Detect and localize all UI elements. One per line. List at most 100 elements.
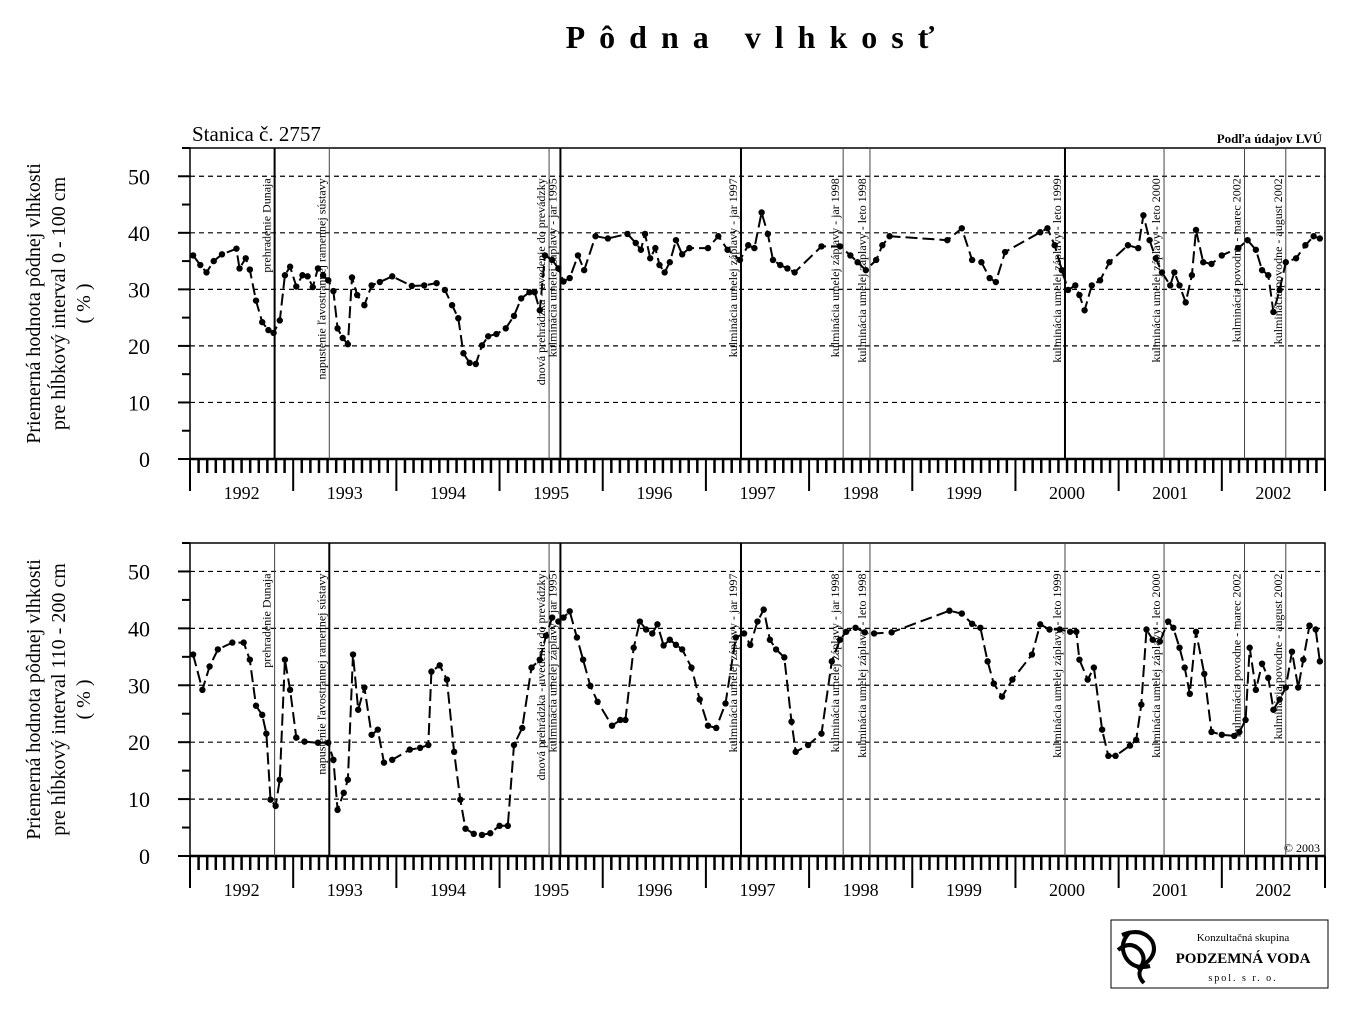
data-point bbox=[304, 273, 311, 280]
data-point bbox=[368, 282, 375, 289]
data-point bbox=[478, 831, 486, 839]
data-point bbox=[462, 825, 469, 832]
y-axis-label: pre hĺbkový interval 0 - 100 cm bbox=[46, 176, 70, 430]
event-label: kulminácia povodne - august 2002 bbox=[1271, 178, 1285, 344]
data-point bbox=[265, 326, 272, 334]
x-tick-label: 2002 bbox=[1255, 483, 1291, 503]
data-point bbox=[852, 624, 859, 631]
data-point bbox=[236, 265, 243, 272]
data-point bbox=[189, 651, 197, 658]
data-point bbox=[944, 236, 951, 244]
data-point bbox=[1218, 252, 1226, 259]
logo-line: Konzultačná skupina bbox=[1197, 932, 1290, 944]
data-point bbox=[1188, 272, 1196, 279]
data-point bbox=[1132, 736, 1140, 744]
event-label: kulminácia umelej záplavy - jar 1997 bbox=[726, 573, 740, 752]
data-point bbox=[686, 244, 693, 252]
data-point bbox=[652, 244, 659, 252]
data-point bbox=[1009, 676, 1016, 683]
data-point bbox=[1076, 291, 1083, 299]
data-point bbox=[408, 282, 416, 290]
x-tick-label: 1994 bbox=[430, 483, 466, 503]
logo: Konzultačná skupina PODZEMNÁ VODA spol. … bbox=[1110, 919, 1329, 989]
data-point bbox=[246, 266, 254, 273]
data-point bbox=[1218, 731, 1226, 738]
data-point bbox=[1176, 282, 1183, 289]
data-point bbox=[622, 716, 629, 724]
x-tick-label: 2002 bbox=[1255, 880, 1291, 900]
data-point bbox=[836, 243, 844, 250]
x-tick-label: 2000 bbox=[1049, 880, 1085, 900]
data-point bbox=[389, 756, 396, 764]
data-point bbox=[1265, 272, 1272, 279]
data-point bbox=[1037, 229, 1044, 236]
data-point bbox=[1126, 742, 1134, 749]
data-point bbox=[566, 608, 573, 615]
data-point bbox=[214, 646, 222, 653]
data-point bbox=[772, 646, 780, 653]
data-point bbox=[836, 636, 844, 643]
data-point bbox=[630, 644, 637, 651]
data-point bbox=[1152, 255, 1159, 262]
event-label: kulminácia umelej záplavy - leto 2000 bbox=[1149, 178, 1163, 362]
data-point bbox=[349, 651, 357, 658]
data-point bbox=[1056, 626, 1064, 633]
y-axis-label: Priemerná hodnota pôdnej vlhkosti bbox=[23, 163, 45, 444]
data-point bbox=[457, 796, 464, 803]
data-point bbox=[649, 630, 656, 637]
data-point bbox=[637, 246, 645, 253]
data-point bbox=[984, 658, 991, 665]
data-point bbox=[1046, 626, 1053, 633]
data-point bbox=[641, 230, 649, 238]
y-axis-label: ( % ) bbox=[73, 680, 95, 720]
x-tick-label: 1999 bbox=[946, 483, 982, 503]
data-point bbox=[416, 744, 424, 752]
data-point bbox=[353, 291, 361, 299]
y-axis-label: pre hĺbkový interval 110 - 200 cm bbox=[46, 563, 70, 836]
data-point bbox=[309, 283, 316, 291]
data-point bbox=[660, 642, 667, 649]
data-point bbox=[791, 269, 798, 276]
data-point bbox=[587, 682, 594, 690]
data-point bbox=[344, 341, 352, 348]
data-point bbox=[654, 621, 661, 628]
data-point bbox=[1081, 307, 1088, 314]
y-tick-label: 30 bbox=[128, 277, 150, 302]
data-point bbox=[1270, 706, 1277, 713]
data-point bbox=[818, 243, 825, 250]
data-point bbox=[472, 360, 480, 368]
data-point bbox=[259, 711, 266, 719]
data-point bbox=[433, 279, 440, 287]
logo-icon bbox=[1116, 930, 1156, 985]
data-point bbox=[487, 830, 494, 837]
data-point bbox=[1076, 656, 1083, 663]
data-point bbox=[504, 822, 511, 830]
data-point bbox=[1252, 246, 1260, 253]
data-point bbox=[531, 288, 538, 296]
data-point bbox=[541, 252, 549, 259]
data-point bbox=[656, 261, 663, 269]
y-tick-label: 0 bbox=[139, 447, 150, 472]
data-point bbox=[229, 639, 236, 646]
data-point bbox=[740, 630, 748, 637]
data-point bbox=[242, 255, 249, 262]
data-point bbox=[642, 626, 650, 633]
data-point bbox=[1244, 236, 1251, 244]
data-point bbox=[368, 731, 375, 738]
data-point bbox=[218, 251, 226, 258]
data-point bbox=[1156, 638, 1164, 645]
data-point bbox=[958, 225, 965, 232]
data-point bbox=[754, 618, 761, 625]
x-tick-label: 1992 bbox=[224, 880, 260, 900]
data-point bbox=[325, 277, 332, 284]
data-point bbox=[764, 230, 772, 238]
data-point bbox=[1312, 626, 1319, 633]
x-tick-label: 2000 bbox=[1049, 483, 1085, 503]
event-label: kulminácia povodne - marec 2002 bbox=[1230, 573, 1244, 737]
data-point bbox=[519, 724, 526, 732]
event-label: kulminácia umelej záplavy - jar 1995 bbox=[545, 573, 559, 752]
data-point bbox=[732, 634, 740, 641]
data-point bbox=[340, 789, 347, 797]
x-tick-label: 1998 bbox=[843, 483, 879, 503]
